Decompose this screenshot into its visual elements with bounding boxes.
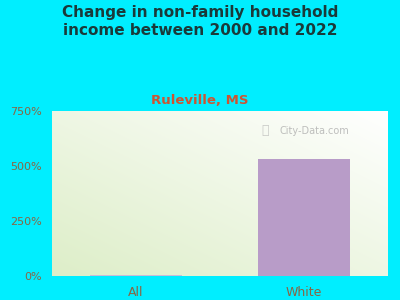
Text: Ruleville, MS: Ruleville, MS <box>151 94 249 107</box>
Bar <box>90 275 182 276</box>
Text: Change in non-family household
income between 2000 and 2022: Change in non-family household income be… <box>62 4 338 38</box>
Text: ⓘ: ⓘ <box>262 124 269 137</box>
Text: City-Data.com: City-Data.com <box>279 126 349 136</box>
Bar <box>258 159 350 276</box>
